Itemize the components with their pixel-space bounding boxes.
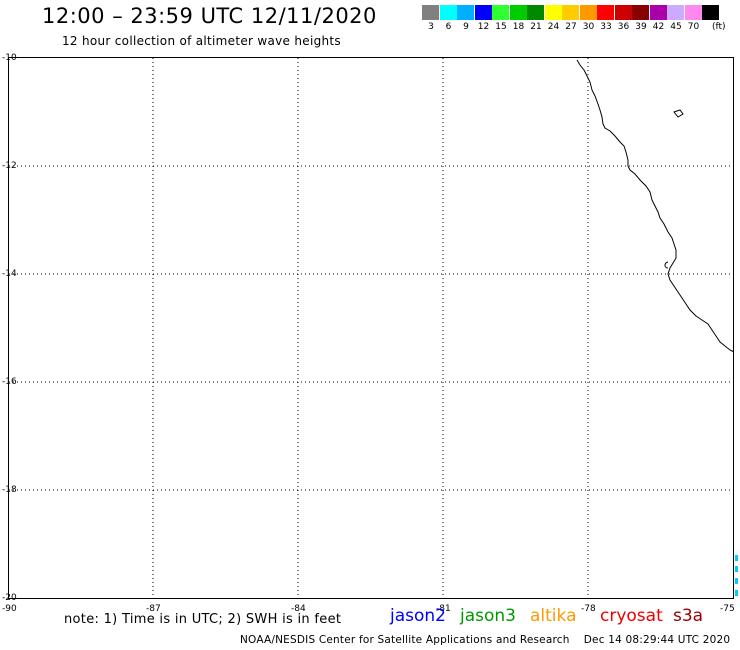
edge-mark [735,566,738,572]
scale-swatch [492,5,509,20]
map-frame [8,57,734,599]
lon-label: -84 [291,604,306,614]
coastline-inlet [664,261,669,269]
map-title: 12:00 – 23:59 UTC 12/11/2020 [42,4,377,28]
lon-label: -87 [146,604,161,614]
scale-swatch-label: 27 [565,22,577,32]
scale-swatch-label: 12 [477,22,490,32]
scale-swatch-label: 15 [495,22,507,32]
graticule [9,58,733,598]
scale-unit-label: (ft) [712,22,726,32]
lon-label: -78 [581,604,596,614]
scale-swatch-label: 18 [512,22,525,32]
scale-swatch [422,5,439,20]
scale-swatch [457,5,474,20]
scale-swatch [597,5,614,20]
lon-label: -81 [436,604,451,614]
lon-label: -90 [2,604,17,614]
lat-label: -12 [2,161,17,171]
scale-swatch [579,5,597,20]
lat-label: -10 [2,53,17,63]
scale-swatch-label: 33 [600,22,612,32]
coastline [576,59,735,353]
scale-swatch-label: 70 [687,22,700,32]
satellite-label-jason2: jason2 [390,606,446,626]
scale-swatch-label: 39 [635,22,647,32]
scale-swatch-label: 36 [617,22,630,32]
scale-swatch [649,5,667,20]
scale-swatch [439,5,457,20]
scale-swatch-label: 45 [670,22,682,32]
footer-note: note: 1) Time is in UTC; 2) SWH is in fe… [64,612,342,627]
lat-label: -14 [2,269,17,279]
map-subtitle: 12 hour collection of altimeter wave hei… [62,34,341,48]
scale-swatch-label: 9 [463,22,469,32]
scale-swatch [632,5,649,20]
scale-swatch-label: 6 [445,22,452,32]
scale-swatch [614,5,632,20]
satellite-label-jason3: jason3 [460,606,516,626]
scale-swatch [562,5,579,20]
scale-swatch [474,5,492,20]
edge-data-marks [735,555,738,596]
credit-line: NOAA/NESDIS Center for Satellite Applica… [240,634,731,646]
scale-swatch-label: 3 [428,22,434,32]
scale-swatch [684,5,702,20]
scale-swatch [667,5,684,20]
satellite-label-cryosat: cryosat [600,606,663,626]
scale-swatch-label: 30 [582,22,595,32]
scale-swatch-label: 21 [530,22,542,32]
satellite-label-altika: altika [530,606,577,626]
scale-swatch [509,5,527,20]
edge-mark [735,555,738,561]
satellite-label-s3a: s3a [673,606,704,626]
scale-swatch [702,5,719,20]
edge-mark [735,578,738,584]
scale-swatch-label: 24 [547,22,560,32]
lon-label: -75 [720,604,735,614]
edge-mark [735,590,738,596]
scale-swatch [544,5,562,20]
scale-swatch-label: 42 [652,22,665,32]
lat-label: -20 [2,593,17,603]
lat-label: -16 [2,377,17,387]
scale-swatch [527,5,544,20]
lat-label: -18 [2,485,17,495]
island [673,109,684,118]
